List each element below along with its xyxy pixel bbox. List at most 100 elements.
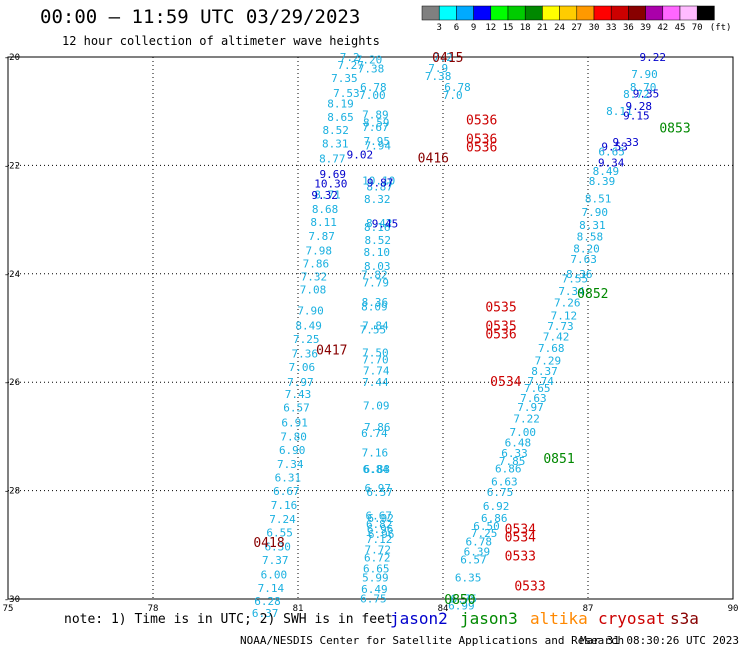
wave-height-point: 6.33 xyxy=(501,447,528,460)
wave-height-point: 9.02 xyxy=(347,149,374,162)
wave-height-point: 7.53 xyxy=(333,87,360,100)
legend-label: 42 xyxy=(657,23,668,33)
wave-height-point: 6.30 xyxy=(264,540,291,553)
wave-height-point: 7.36 xyxy=(292,347,319,360)
wave-height-point: 9.34 xyxy=(598,157,625,170)
wave-height-point: 8.31 xyxy=(579,219,606,232)
wave-height-point: 6.57 xyxy=(366,486,393,499)
wave-height-point: 7.55 xyxy=(360,324,387,337)
wave-height-point: 7.86 xyxy=(303,258,330,271)
legend-swatch xyxy=(662,5,681,21)
wave-height-point: 7.80 xyxy=(280,430,307,443)
wave-height-point: 6.00 xyxy=(261,569,288,582)
pass-time-label: 0536 xyxy=(485,327,516,342)
wave-height-point: 7.26 xyxy=(554,297,581,310)
wave-height-point: 7.12 xyxy=(551,310,578,323)
legend-label: 33 xyxy=(606,23,617,33)
wave-height-point: 6.74 xyxy=(361,427,388,440)
legend-label: 9 xyxy=(471,23,476,33)
wave-height-point: 8.20 xyxy=(573,242,600,255)
pass-time-label: 0415 xyxy=(432,51,463,66)
wave-height-point: 7.98 xyxy=(306,244,333,257)
wave-height-point: 8.71 xyxy=(314,189,341,202)
data-points: 7.27.277.357.538.198.658.528.318.778.718… xyxy=(252,51,666,620)
wave-height-point: 6.96 xyxy=(367,523,394,536)
legend-label: 45 xyxy=(675,23,686,33)
wave-height-point: 8.32 xyxy=(364,193,391,206)
wave-height-point: 7.09 xyxy=(363,400,390,413)
x-tick-label: 87 xyxy=(583,604,594,614)
wave-height-point: 8.36 xyxy=(362,296,389,309)
wave-height-point: 7.06 xyxy=(289,361,316,374)
wave-height-point: 9.15 xyxy=(623,110,650,123)
wave-height-point: 8.70 xyxy=(630,81,657,94)
wave-height-point: 9.22 xyxy=(640,51,667,64)
pass-time-label: 0850 xyxy=(444,593,475,608)
wave-height-point: 7.27 xyxy=(337,59,364,72)
legend-label: 12 xyxy=(485,23,496,33)
legend-swatch xyxy=(559,5,578,21)
wave-height-point: 7.68 xyxy=(538,342,565,355)
footer-note: note: 1) Time is in UTC; 2) SWH is in fe… xyxy=(64,612,393,627)
legend-label: 3 xyxy=(436,23,441,33)
wave-height-point: 6.63 xyxy=(491,475,518,488)
pass-time-label: 0852 xyxy=(577,287,608,302)
wave-height-point: 6.78 xyxy=(444,81,471,94)
wave-height-point: 9.53 xyxy=(601,140,628,153)
legend-swatch xyxy=(696,5,715,21)
wave-height-point: 7.25 xyxy=(471,527,498,540)
wave-height-point: 7.32 xyxy=(301,271,328,284)
wave-height-point: 6.55 xyxy=(266,526,293,539)
color-legend: 3 6 9 12 15 18 21 24 27 30 33 36 39 42 45 70 (ft) xyxy=(421,5,731,33)
wave-height-point: 10.30 xyxy=(314,177,347,190)
y-tick-label: -28 xyxy=(4,487,20,497)
wave-height-point: 7.37 xyxy=(262,554,289,567)
legend-swatch xyxy=(456,5,474,21)
pass-time-label: 0417 xyxy=(316,344,347,359)
grid xyxy=(8,57,733,599)
wave-height-point: 7.16 xyxy=(271,499,298,512)
wave-height-point: 8.72 xyxy=(623,88,650,101)
wave-height-point: 9.69 xyxy=(320,168,347,181)
footer-timestamp: Mar 31 08:30:26 UTC 2023 xyxy=(580,634,739,647)
sat-label-s3a: s3a xyxy=(670,609,699,628)
wave-height-point: 6.65 xyxy=(363,563,390,576)
wave-height-point: 7.90 xyxy=(582,206,609,219)
legend-label: 24 xyxy=(554,23,565,33)
pass-time-label: 0534 xyxy=(505,531,536,546)
wave-height-point: 6.67 xyxy=(365,510,392,523)
wave-height-point: 7.94 xyxy=(365,139,392,152)
wave-height-point: 7.87 xyxy=(308,230,335,243)
wave-height-point: 6.67 xyxy=(273,485,300,498)
wave-height-point: 7.43 xyxy=(285,388,312,401)
wave-height-point: 9.33 xyxy=(612,136,639,149)
wave-height-point: 7.44 xyxy=(362,376,389,389)
wave-height-point: 8.49 xyxy=(295,319,322,332)
wave-height-point: 8.37 xyxy=(531,365,558,378)
wave-height-point: 7.29 xyxy=(535,355,562,368)
wave-height-point: 8.49 xyxy=(593,165,620,178)
wave-height-point: 6.31 xyxy=(275,472,302,485)
wave-height-point: 7.38 xyxy=(358,62,385,75)
wave-height-point: 8.65 xyxy=(327,111,354,124)
pass-time-label: 0418 xyxy=(253,536,284,551)
wave-height-point: 6.86 xyxy=(495,462,522,475)
wave-height-point: 8.68 xyxy=(312,203,339,216)
y-tick-label: -22 xyxy=(4,161,20,171)
sat-label-jason3: jason3 xyxy=(460,609,518,628)
wave-height-point: 7.00 xyxy=(510,426,537,439)
legend-swatch xyxy=(610,5,629,21)
wave-height-point: 7.22 xyxy=(513,413,540,426)
wave-height-point: 7.35 xyxy=(331,72,358,85)
wave-height-point: 7.89 xyxy=(362,108,389,121)
legend-swatch xyxy=(421,5,440,21)
legend-swatch xyxy=(576,5,595,21)
x-tick-label: 81 xyxy=(293,604,304,614)
y-tick-label: -30 xyxy=(4,595,20,605)
pass-time-label: 0851 xyxy=(543,452,574,467)
wave-height-point: 8.11 xyxy=(310,216,337,229)
wave-height-point: 7.95 xyxy=(364,135,391,148)
legend-label: 36 xyxy=(623,23,634,33)
sat-label-altika: altika xyxy=(530,609,588,628)
wave-height-point: 7.65 xyxy=(524,382,551,395)
